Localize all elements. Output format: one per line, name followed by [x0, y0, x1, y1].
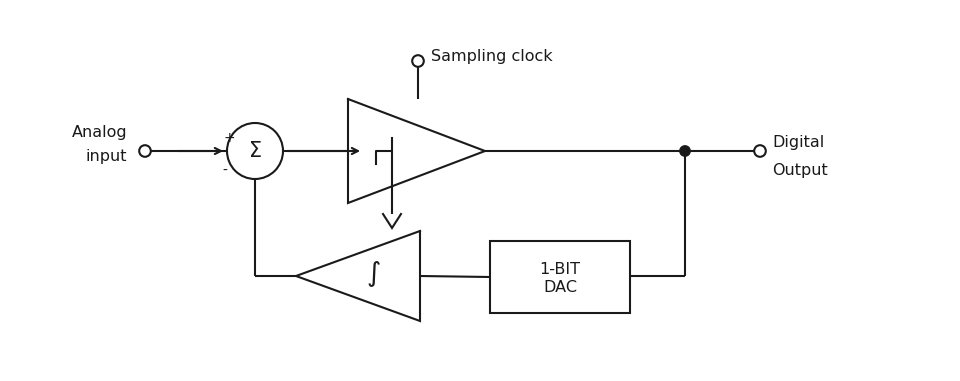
- Text: input: input: [85, 149, 127, 163]
- Circle shape: [680, 146, 690, 156]
- Text: 1-BIT: 1-BIT: [540, 261, 581, 277]
- Text: Digital: Digital: [772, 136, 825, 150]
- Text: Analog: Analog: [71, 125, 127, 139]
- Text: +: +: [223, 131, 235, 145]
- Text: $\Sigma$: $\Sigma$: [248, 141, 262, 161]
- Bar: [490, 241, 630, 313]
- Text: $\int$: $\int$: [366, 259, 380, 289]
- Text: Sampling clock: Sampling clock: [431, 50, 553, 64]
- Text: -: -: [223, 164, 228, 178]
- Text: DAC: DAC: [543, 280, 577, 296]
- Text: Output: Output: [772, 163, 828, 178]
